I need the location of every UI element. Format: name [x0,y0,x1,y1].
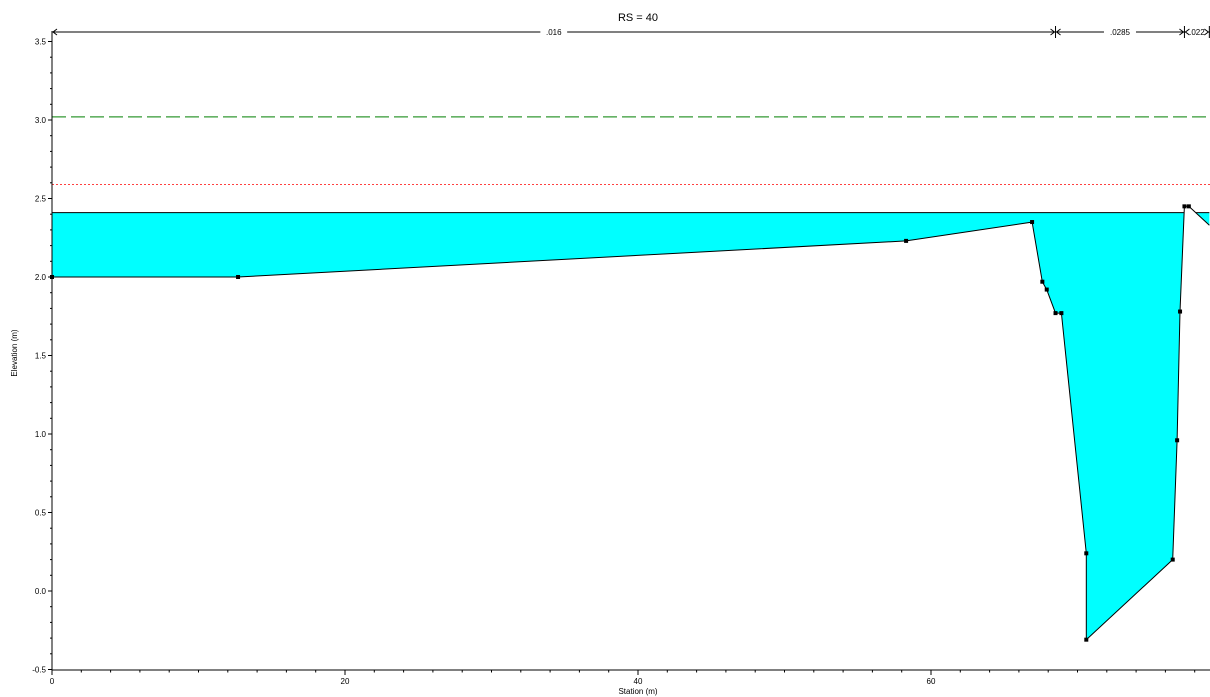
n-arrow-right [1204,28,1210,36]
y-tick-label: 0.0 [35,587,47,596]
ground-point-9 [1084,637,1089,642]
x-tick-label: 20 [341,677,350,686]
n-arrow-left [1184,28,1190,36]
x-tick-label: 40 [634,677,643,686]
water-area-layer [52,212,1210,640]
manning-n-layer: .016 .0285 .022 [52,26,1210,38]
ground-point-11 [1175,438,1180,443]
ground-point-6 [1053,311,1058,316]
ground-point-12 [1178,309,1183,314]
y-tick-label: 1.5 [35,352,47,361]
x-axis-title: Station (m) [618,687,657,696]
y-tick-label: 0.5 [35,509,47,518]
ground-point-14 [1186,204,1191,209]
manning-n-label: .0285 [1110,28,1131,37]
n-arrow-right [1050,28,1056,36]
n-arrow-left [52,28,58,36]
ground-point-5 [1044,287,1049,292]
water-area-0 [52,212,1185,640]
y-tick-label: -0.5 [32,666,46,675]
axes-layer [51,31,1210,671]
ground-point-13 [1182,204,1187,209]
n-arrow-left [1055,28,1061,36]
ground-point-3 [1030,220,1035,225]
y-ticks-layer: -0.5 0.0 0.5 1.0 1.5 2.0 2.5 3.0 3.5 [32,38,52,675]
x-tick-label: 60 [927,677,936,686]
ground-point-4 [1040,279,1045,284]
manning-n-label: .016 [546,28,562,37]
manning-n-label: .022 [1189,28,1205,37]
x-tick-label: 0 [50,677,55,686]
y-axis-title: Elevation (m) [10,329,19,376]
x-ticks-layer: 0 20 40 60 [50,670,1196,686]
y-tick-label: 3.5 [35,38,47,47]
chart-title: RS = 40 [618,12,658,24]
y-tick-label: 2.5 [35,195,47,204]
y-tick-label: 1.0 [35,430,47,439]
ground-point-1 [236,275,241,279]
ground-profile-layer [52,205,1210,641]
y-tick-label: 2.0 [35,273,47,282]
ground-point-2 [904,238,909,243]
water-area-1 [1195,212,1210,226]
n-arrow-right [1179,28,1185,36]
ground-point-10 [1170,557,1175,562]
reference-lines-layer [52,116,1210,185]
ground-point-7 [1059,311,1064,316]
y-tick-label: 3.0 [35,116,47,125]
ground-point-8 [1084,551,1089,556]
ground-line [52,205,1210,641]
